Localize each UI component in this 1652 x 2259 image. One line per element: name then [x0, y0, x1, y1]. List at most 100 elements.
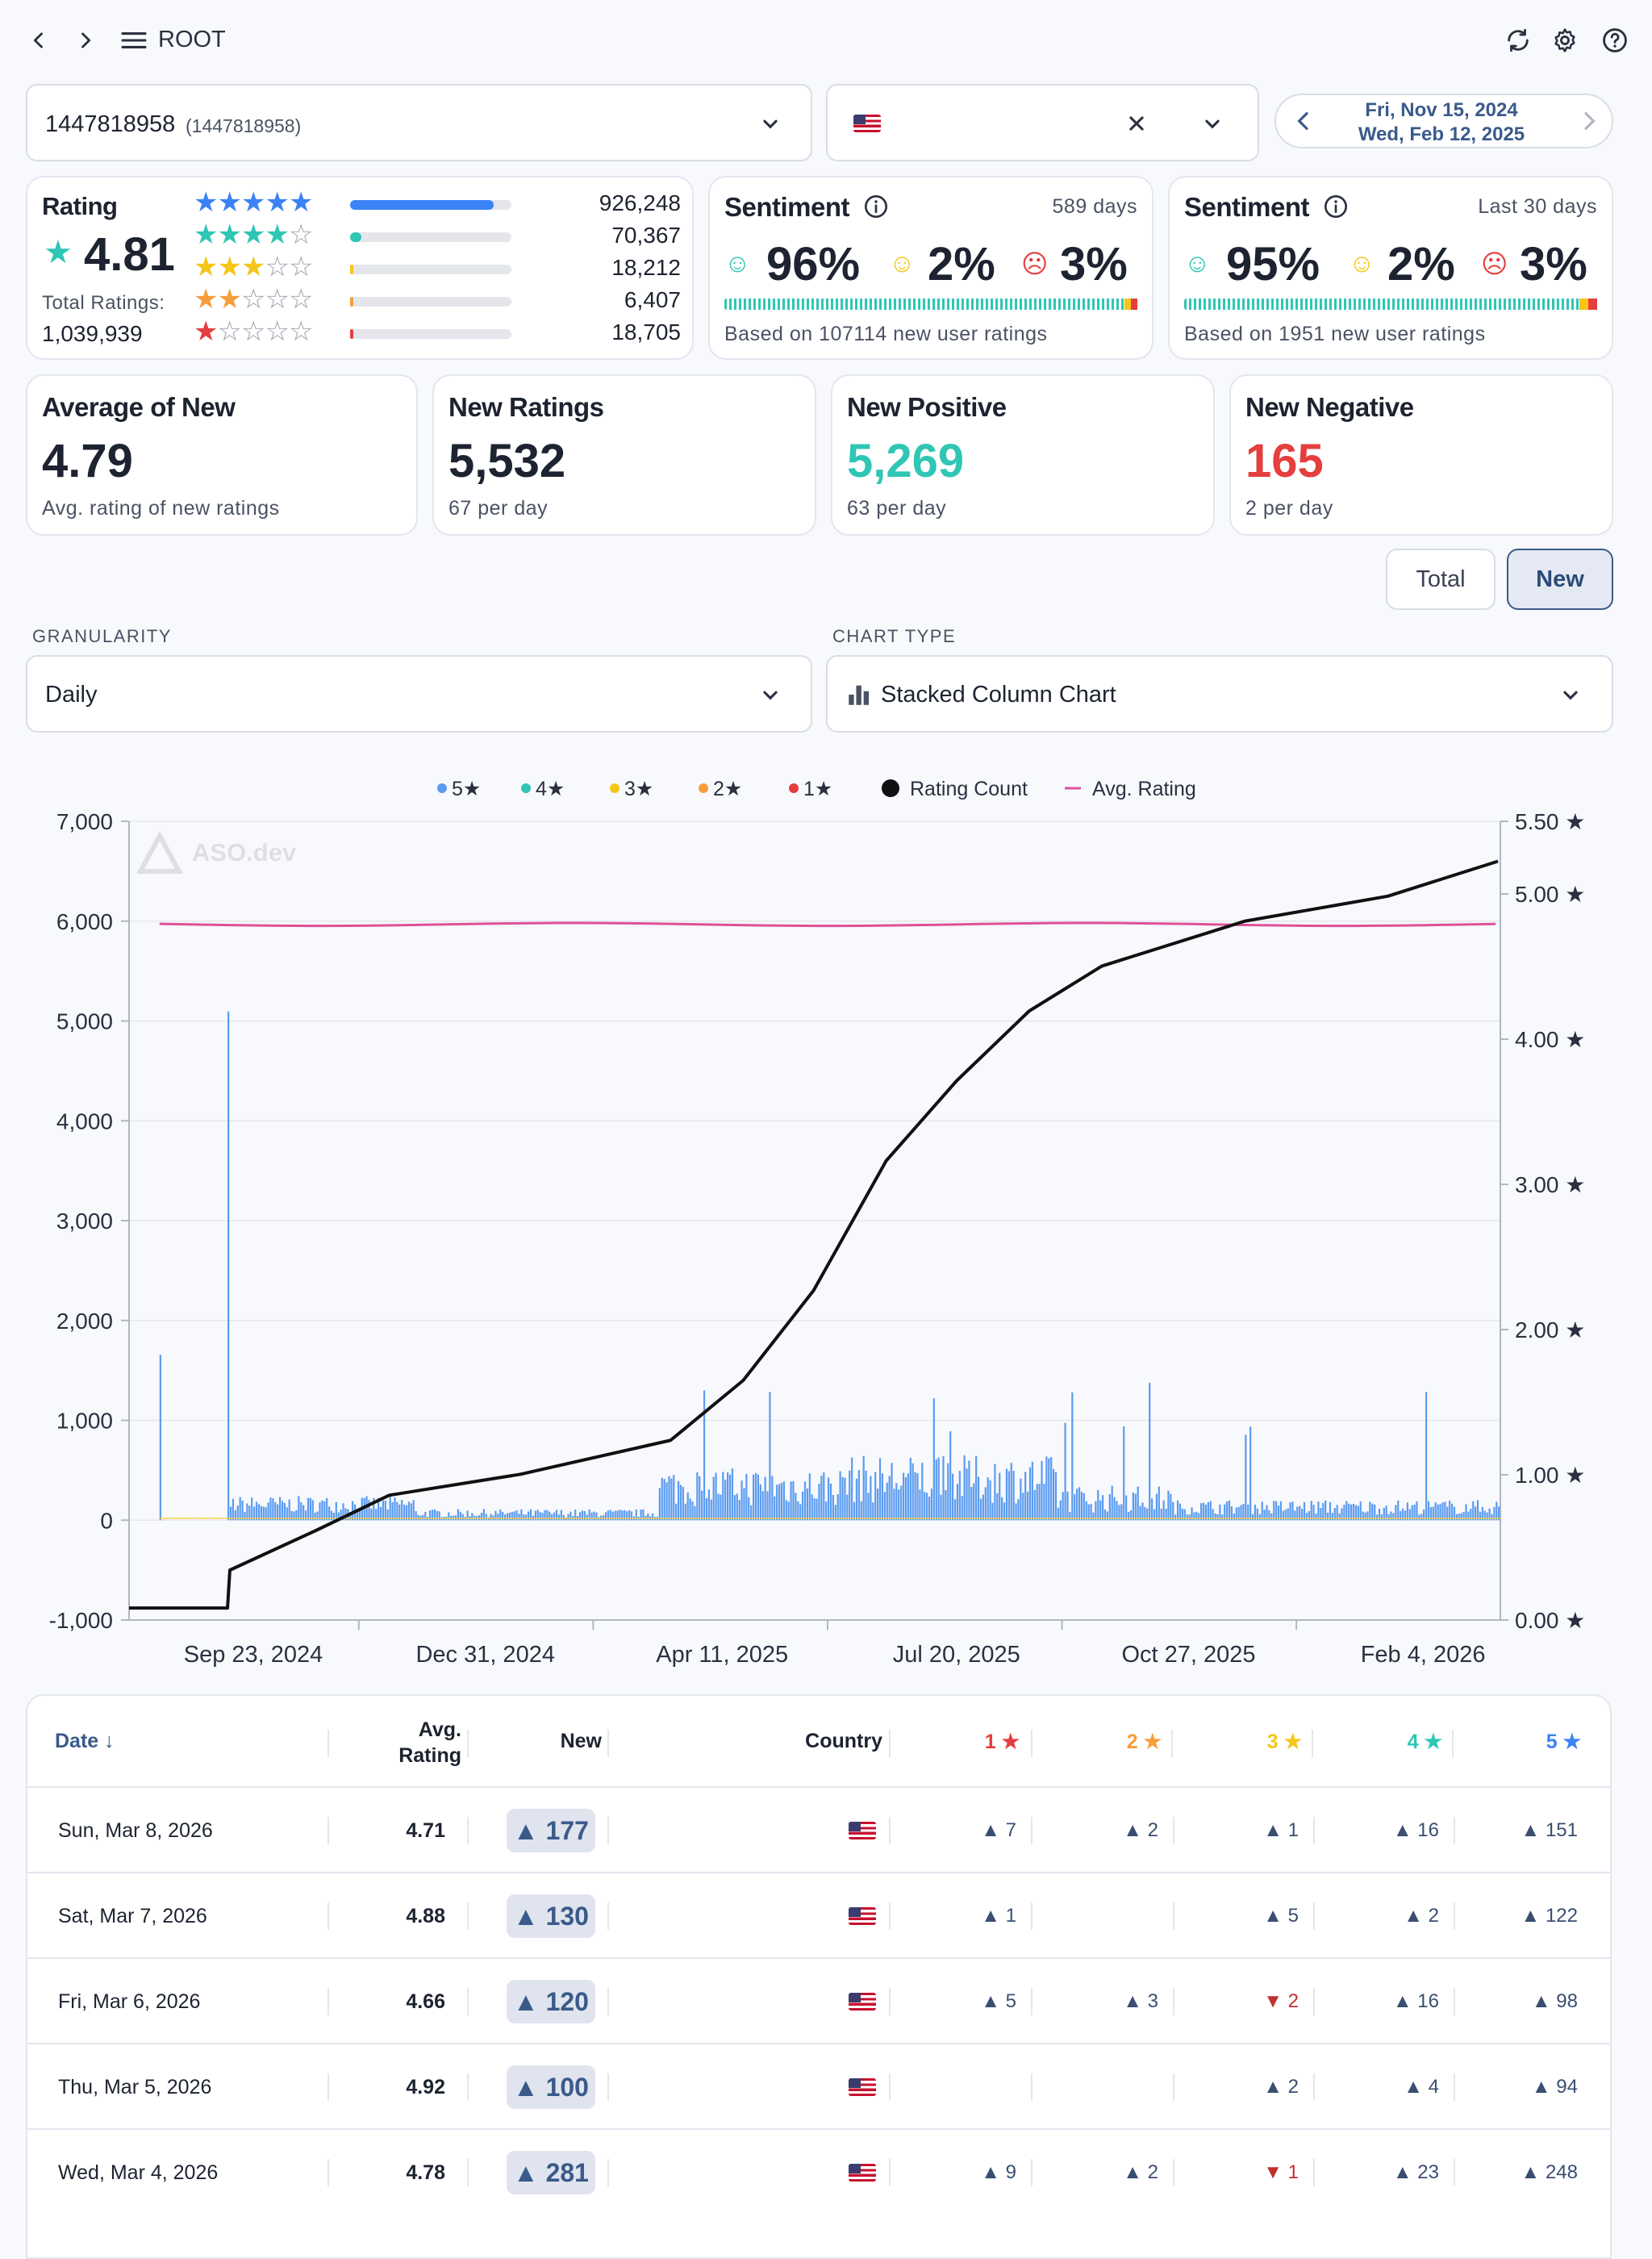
y-left-tick-label: 4,000 — [56, 1109, 113, 1134]
legend-dot — [789, 783, 799, 793]
sentiment-note: Based on 107114 new user ratings — [724, 323, 1048, 345]
rating-bar-1 — [350, 329, 511, 339]
row-s3-delta: ▲ 1 — [1263, 1819, 1299, 1841]
legend-label: Avg. Rating — [1092, 778, 1196, 800]
one-star-column-header[interactable]: 1 ★ — [984, 1731, 1020, 1753]
date-range-picker[interactable]: Fri, Nov 15, 2024 Wed, Feb 12, 2025 — [1274, 94, 1613, 148]
column-divider — [1313, 1988, 1315, 2015]
refresh-icon[interactable] — [1499, 21, 1537, 60]
date-column-header[interactable]: Date ↓ — [55, 1730, 115, 1752]
row-s4-delta: ▲ 23 — [1392, 2161, 1439, 2183]
row-s4-delta: ▲ 16 — [1392, 1819, 1439, 1841]
row-s3-delta: ▼ 2 — [1263, 1990, 1299, 2012]
stacked-columns — [159, 1011, 1500, 1521]
legend-dot — [882, 779, 899, 797]
five-star-column-header[interactable]: 5 ★ — [1546, 1731, 1581, 1753]
forward-icon[interactable] — [66, 21, 105, 60]
table-row[interactable]: Wed, Mar 4, 2026 4.78 ▲ 281 ▲ 9 ▲ 2 ▼ 1 ▲ 23 ▲ … — [27, 2128, 1610, 2214]
chart-type-select[interactable]: Stacked Column Chart — [826, 655, 1613, 733]
prev-range-icon[interactable] — [1291, 108, 1316, 138]
help-icon[interactable] — [1596, 21, 1634, 60]
column-divider — [467, 1902, 469, 1930]
column-divider — [327, 1817, 329, 1844]
clear-icon[interactable] — [1123, 110, 1150, 141]
settings-gear-icon[interactable] — [1546, 21, 1584, 60]
x-tick-label: Feb 4, 2026 — [1361, 1642, 1486, 1668]
column-divider — [1313, 1817, 1315, 1844]
watermark-icon — [136, 830, 184, 874]
watermark-text: ASO.dev — [192, 838, 297, 866]
row-avg-rating: 4.78 — [406, 2161, 445, 2184]
legend-item: Avg. Rating — [1065, 778, 1196, 800]
toggle-new-button[interactable]: New — [1507, 549, 1613, 610]
info-icon[interactable] — [863, 194, 889, 223]
column-divider — [607, 1902, 609, 1930]
granularity-select[interactable]: Daily — [26, 655, 812, 733]
legend-label: 3★ — [624, 778, 653, 800]
column-divider — [1031, 1988, 1032, 2015]
star-icon: ★ — [44, 235, 73, 270]
row-s4-delta: ▲ 2 — [1404, 1905, 1439, 1927]
row-date: Fri, Mar 6, 2026 — [58, 1990, 201, 2013]
column-divider — [1031, 1902, 1032, 1930]
country-column-header[interactable]: Country — [805, 1730, 882, 1752]
country-select[interactable] — [826, 84, 1259, 161]
new-column-header[interactable]: New — [560, 1730, 602, 1752]
app-select[interactable]: 1447818958 (1447818958) — [26, 84, 812, 161]
back-icon[interactable] — [19, 21, 58, 60]
y-right-tick-label: 0.00 ★ — [1515, 1608, 1585, 1633]
chart-type-value: Stacked Column Chart — [881, 682, 1116, 708]
avg-header-line1: Avg. — [418, 1718, 461, 1741]
metric-sub: Avg. rating of new ratings — [42, 497, 280, 520]
next-range-icon[interactable] — [1576, 108, 1602, 138]
row-new-count: ▲ 100 — [507, 2065, 595, 2109]
table-row[interactable]: Fri, Mar 6, 2026 4.66 ▲ 120 ▲ 5 ▲ 3 ▼ 2 ▲ 16 ▲ … — [27, 1957, 1610, 2043]
menu-icon[interactable] — [115, 21, 153, 60]
two-star-column-header[interactable]: 2 ★ — [1126, 1731, 1162, 1753]
legend-label: 1★ — [803, 778, 832, 800]
rating-count-1: 18,705 — [611, 319, 681, 344]
column-divider — [327, 2159, 329, 2186]
avg-rating-column-header[interactable]: Avg. Rating — [318, 1717, 461, 1768]
column-divider — [1312, 1730, 1313, 1757]
legend-label: 2★ — [713, 778, 742, 800]
us-flag-icon — [849, 1993, 876, 2011]
column-divider — [1454, 2159, 1455, 2186]
y-right-tick-label: 3.00 ★ — [1515, 1172, 1585, 1197]
column-divider — [467, 2159, 469, 2186]
column-divider — [1173, 1988, 1174, 2015]
row-date: Sat, Mar 7, 2026 — [58, 1904, 207, 1927]
row-avg-rating: 4.92 — [406, 2075, 445, 2098]
sentiment-period: 589 days — [1052, 195, 1137, 218]
neutral-face-icon: ☺ — [889, 248, 916, 278]
neutral-percent: 2% — [928, 238, 995, 290]
row-avg-rating: 4.71 — [406, 1818, 445, 1842]
star-rating-5-icons: ★★★★★ — [194, 187, 313, 218]
sentiment-label: Sentiment — [724, 192, 850, 222]
y-right-tick-label: 1.00 ★ — [1515, 1463, 1585, 1488]
column-divider — [889, 1817, 891, 1844]
rating-bar-5 — [350, 200, 511, 210]
three-star-column-header[interactable]: 3 ★ — [1266, 1731, 1302, 1753]
column-divider — [1313, 1902, 1315, 1930]
four-star-column-header[interactable]: 4 ★ — [1407, 1731, 1442, 1753]
metric-title: Average of New — [42, 392, 236, 422]
metric-card-new-ratings: New Ratings 5,532 67 per day — [432, 374, 816, 536]
metric-sub: 63 per day — [847, 497, 947, 520]
column-divider — [607, 1988, 609, 2015]
rating-card: Rating ★ 4.81 Total Ratings: 1,039,939 ★… — [26, 176, 694, 360]
star-rating-1-icons: ★☆☆☆☆ — [194, 316, 313, 347]
legend-label: 4★ — [536, 778, 565, 800]
info-icon[interactable] — [1323, 194, 1349, 223]
date-range-text: Fri, Nov 15, 2024 Wed, Feb 12, 2025 — [1325, 98, 1558, 147]
table-row[interactable]: Sun, Mar 8, 2026 4.71 ▲ 177 ▲ 7 ▲ 2 ▲ 1 ▲ 16 ▲ … — [27, 1786, 1610, 1872]
column-divider — [889, 1988, 891, 2015]
toggle-total-button[interactable]: Total — [1386, 549, 1496, 610]
us-flag-icon — [853, 115, 881, 132]
chevron-down-icon — [1557, 681, 1584, 712]
y-left-tick-label: 7,000 — [56, 809, 113, 834]
row-s5-delta: ▲ 122 — [1521, 1905, 1578, 1927]
table-row[interactable]: Sat, Mar 7, 2026 4.88 ▲ 130 ▲ 1 ▲ 5 ▲ 2 ▲ 122 — [27, 1872, 1610, 1957]
table-row[interactable]: Thu, Mar 5, 2026 4.92 ▲ 100 ▲ 2 ▲ 4 ▲ 94 — [27, 2043, 1610, 2128]
legend-label: Rating Count — [910, 778, 1028, 800]
